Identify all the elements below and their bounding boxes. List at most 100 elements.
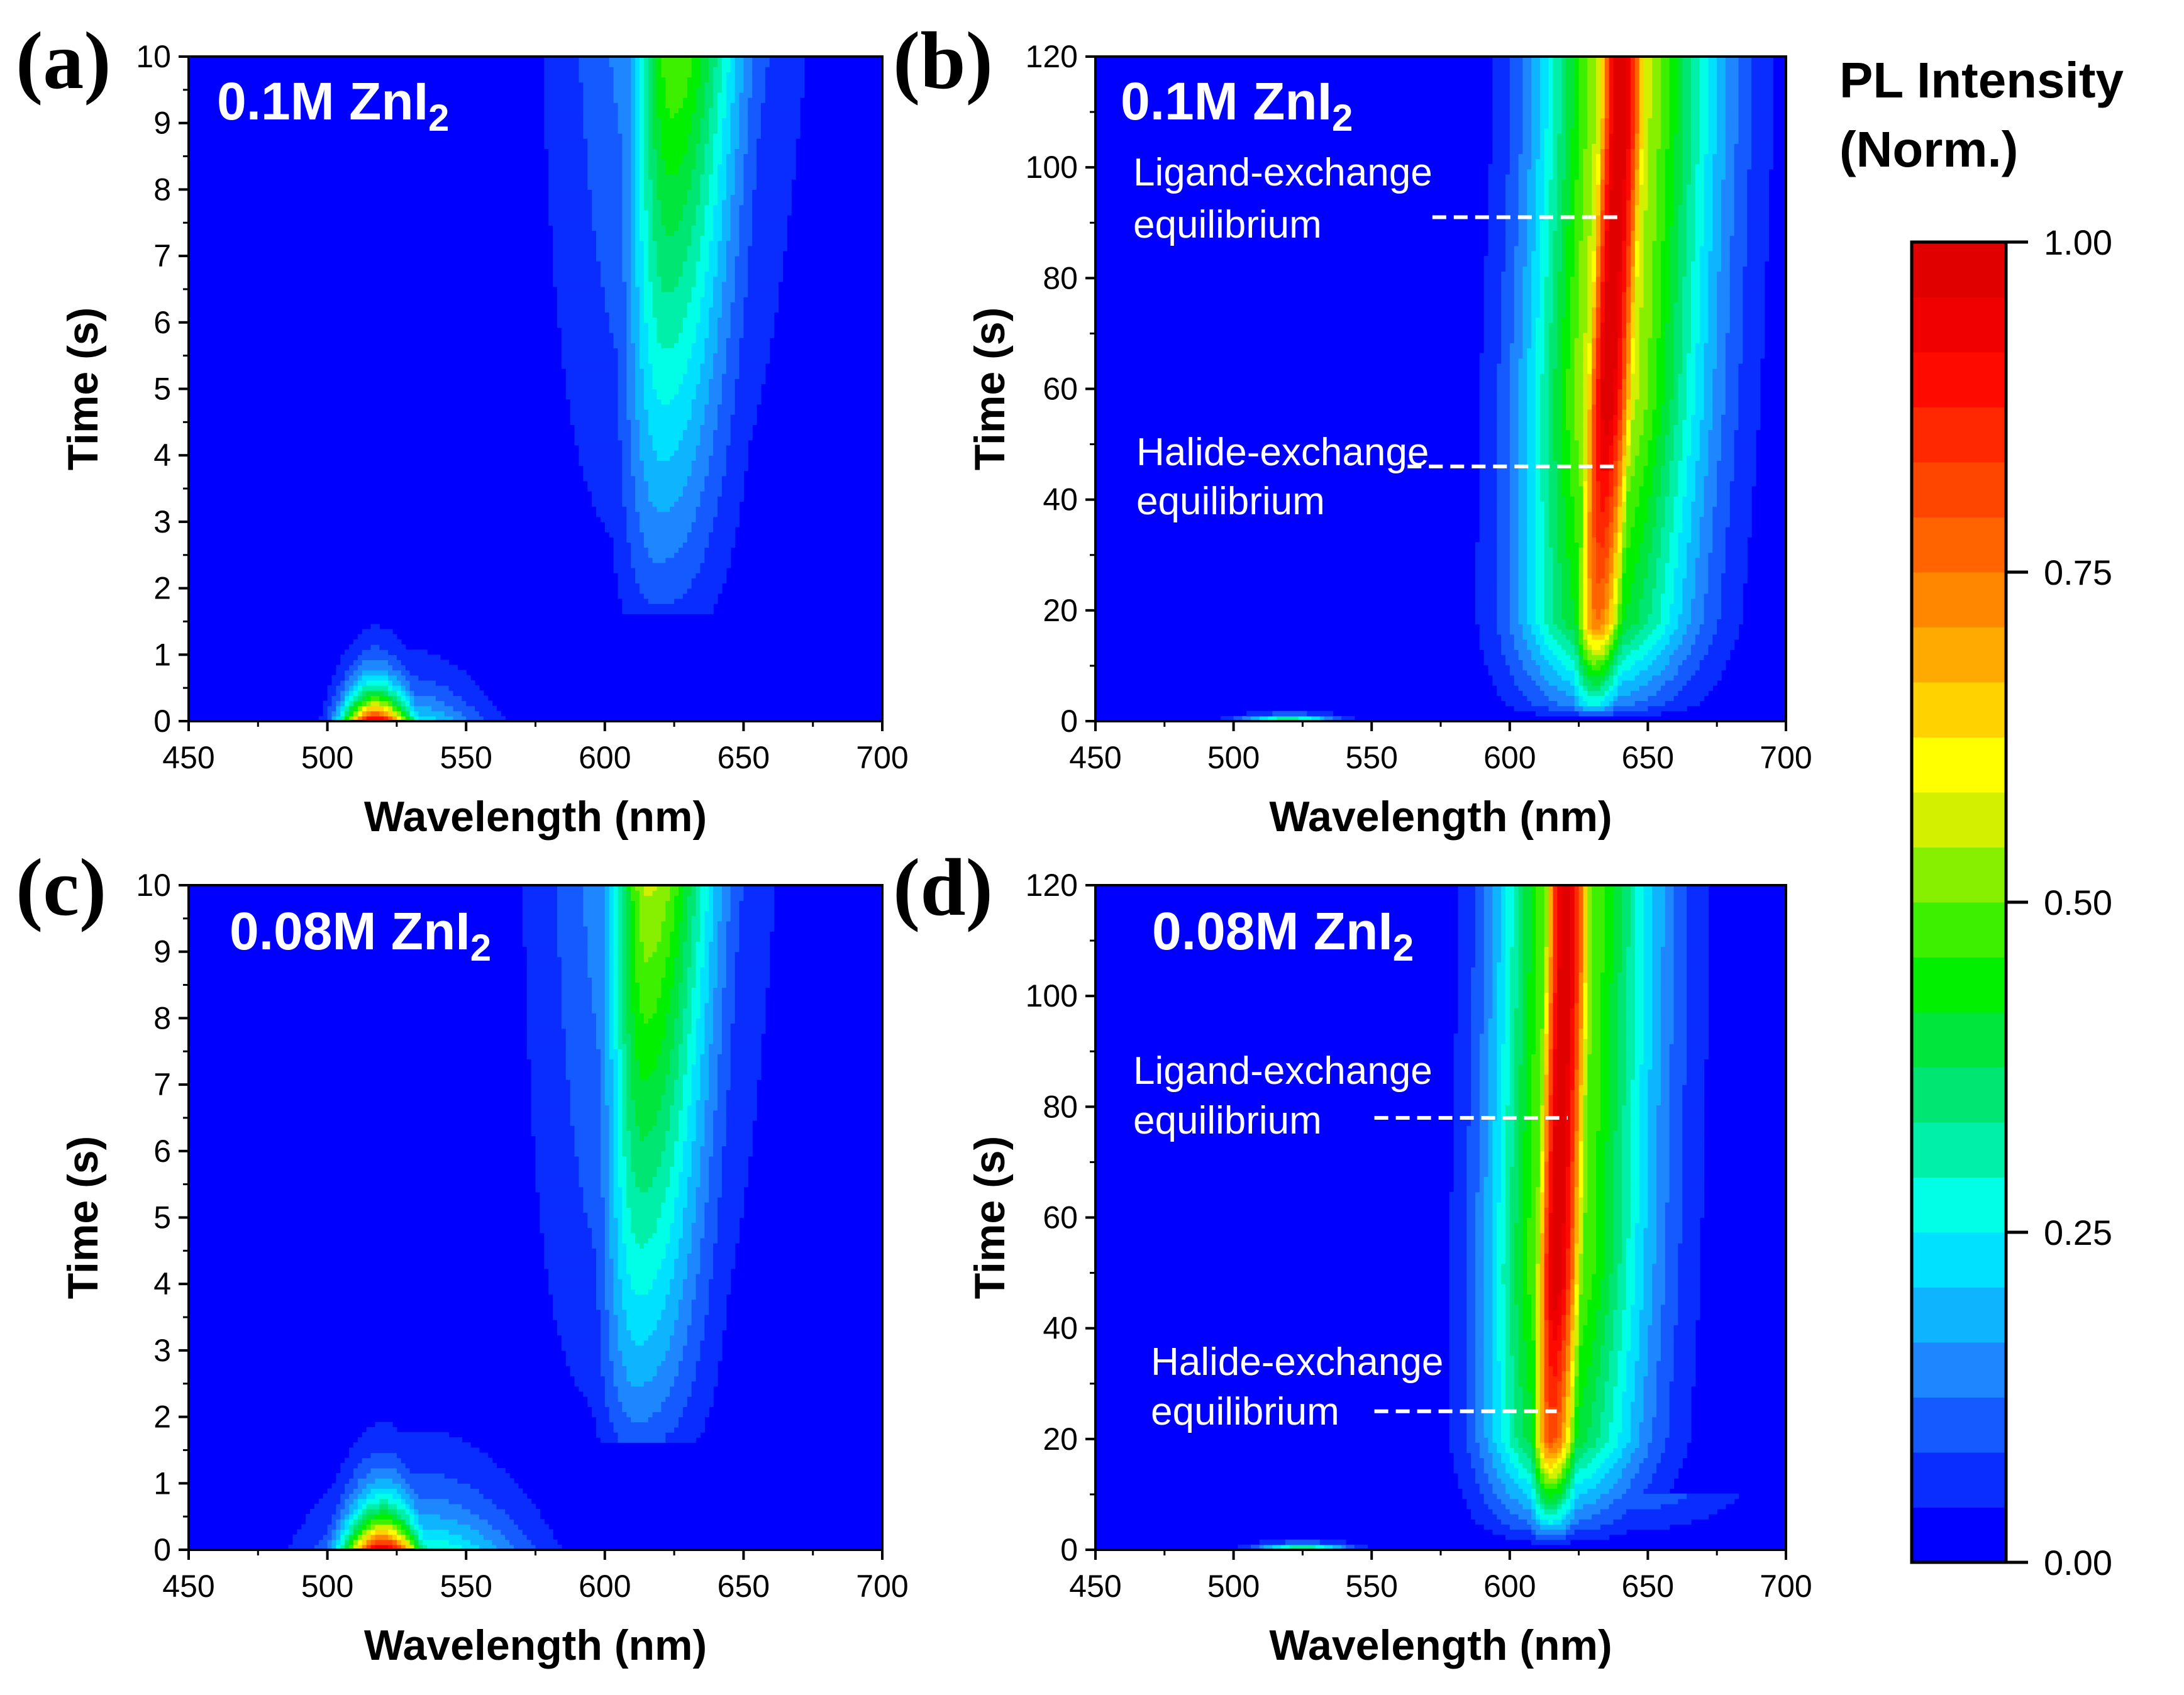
heatmap-cell: [1613, 404, 1618, 410]
heatmap-cell: [574, 434, 619, 441]
heatmap-cell: [709, 189, 718, 196]
heatmap-cell: [1509, 470, 1519, 477]
heatmap-cell: [757, 148, 796, 155]
heatmap-cell: [626, 378, 636, 384]
heatmap-cell: [1609, 256, 1622, 262]
heatmap-cell: [1721, 573, 1748, 578]
heatmap-cell: [1678, 419, 1683, 426]
heatmap-cell: [1497, 475, 1511, 482]
heatmap-cell: [734, 158, 744, 165]
heatmap-cell: [1604, 158, 1610, 165]
heatmap-cell: [670, 108, 679, 114]
heatmap-cell: [1518, 424, 1527, 431]
heatmap-cell: [579, 460, 623, 467]
heatmap-cell: [1544, 333, 1549, 338]
heatmap-cell: [718, 409, 736, 415]
heatmap-cell: [1725, 532, 1752, 538]
heatmap-cell: [1600, 496, 1605, 502]
heatmap-cell: [1587, 624, 1592, 630]
heatmap-cell: [687, 480, 705, 487]
heatmap-cell: [721, 133, 731, 139]
heatmap-cell: [1751, 163, 1774, 170]
heatmap-cell: [1639, 312, 1653, 318]
heatmap-cell: [1643, 424, 1653, 431]
heatmap-cell: [401, 705, 406, 712]
heatmap-cell: [765, 82, 805, 88]
heatmap-cell: [1648, 649, 1661, 655]
heatmap-cell: [1609, 588, 1614, 594]
heatmap-cell: [1522, 312, 1532, 318]
heatmap-cell: [639, 521, 692, 527]
heatmap-cell: [1566, 409, 1575, 415]
heatmap-cell: [1695, 460, 1709, 467]
heatmap-cell: [1483, 276, 1502, 282]
heatmap-cell: [696, 506, 718, 512]
heatmap-cell: [1613, 148, 1627, 155]
heatmap-cell: [1553, 419, 1562, 426]
heatmap-cell: [1501, 649, 1519, 655]
heatmap-cell: [1475, 557, 1497, 563]
heatmap-cell: [1518, 384, 1527, 390]
heatmap-cell: [657, 338, 679, 343]
heatmap-cell: [357, 690, 363, 696]
heatmap-cell: [1617, 547, 1622, 553]
heatmap-cell: [345, 680, 354, 686]
heatmap-cell: [1699, 261, 1709, 267]
heatmap-cell: [1699, 521, 1713, 527]
heatmap-cell: [1639, 439, 1648, 446]
heatmap-cell: [357, 665, 393, 671]
heatmap-cell: [622, 450, 631, 456]
heatmap-cell: [609, 317, 627, 323]
heatmap-cell: [721, 399, 736, 405]
heatmap-cell: [1630, 665, 1648, 671]
heatmap-cell: [1505, 194, 1519, 201]
heatmap-cell: [1592, 450, 1597, 456]
heatmap-cell: [709, 72, 714, 78]
heatmap-cell: [1617, 552, 1622, 558]
heatmap-cell: [548, 209, 592, 216]
heatmap-cell: [1648, 373, 1657, 379]
heatmap-cell: [1604, 634, 1610, 640]
heatmap-cell: [1708, 562, 1726, 568]
heatmap-cell: [1609, 521, 1614, 527]
heatmap-cell: [1687, 261, 1692, 267]
heatmap-cell: [734, 271, 748, 277]
heatmap-cell: [1609, 675, 1614, 681]
heatmap-cell: [734, 97, 740, 103]
heatmap-cell: [1570, 189, 1575, 196]
heatmap-cell: [1583, 434, 1588, 441]
heatmap-cell: [696, 511, 718, 517]
heatmap-cell: [1561, 465, 1571, 472]
heatmap-cell: [1592, 327, 1597, 333]
heatmap-cell: [1704, 384, 1713, 390]
heatmap-cell: [1497, 578, 1511, 584]
heatmap-cell: [1587, 348, 1592, 354]
heatmap-cell: [1613, 460, 1618, 467]
heatmap-cell: [1729, 506, 1752, 512]
heatmap-cell: [1522, 353, 1527, 359]
heatmap-cell: [1639, 220, 1644, 226]
heatmap-cell: [721, 312, 731, 318]
heatmap-cell: [1634, 250, 1640, 257]
heatmap-cell: [730, 118, 740, 124]
heatmap-cell: [1665, 399, 1670, 405]
heatmap-cell: [1596, 450, 1601, 456]
heatmap-cell: [548, 179, 588, 185]
heatmap-cell: [1596, 363, 1601, 369]
heatmap-cell: [1553, 163, 1558, 170]
heatmap-cell: [1673, 373, 1679, 379]
heatmap-cell: [1682, 527, 1692, 533]
heatmap-cell: [1561, 317, 1571, 323]
heatmap-cell: [1596, 516, 1610, 522]
heatmap-cell: [704, 475, 723, 482]
heatmap-cell: [1592, 521, 1597, 527]
heatmap-cell: [639, 72, 645, 78]
heatmap-cell: [1626, 158, 1631, 165]
heatmap-cell: [1561, 424, 1566, 431]
heatmap-cell: [1561, 404, 1566, 410]
heatmap-cell: [453, 715, 467, 721]
heatmap-cell: [1687, 465, 1696, 472]
heatmap-cell: [561, 343, 614, 349]
heatmap-cell: [1704, 220, 1713, 226]
heatmap-cell: [648, 230, 653, 236]
